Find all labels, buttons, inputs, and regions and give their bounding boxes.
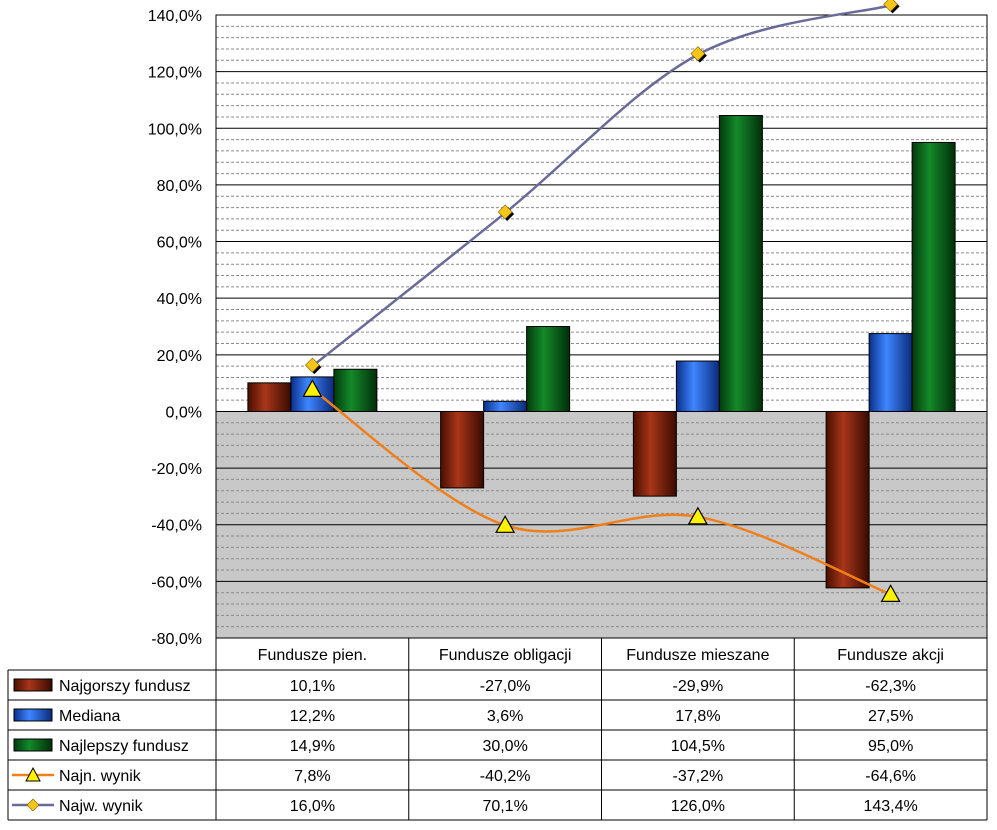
bar — [868, 333, 913, 412]
series-name: Mediana — [59, 708, 120, 725]
diamond-marker — [304, 357, 320, 373]
data-table-value: 27,5% — [868, 708, 913, 725]
data-table-value: -62,3% — [865, 678, 916, 695]
y-tick-label: -20,0% — [151, 461, 202, 478]
category-label: Fundusze obligacji — [439, 647, 572, 664]
series-name: Najlepszy fundusz — [59, 738, 189, 755]
triangle-marker — [687, 506, 708, 525]
data-table-value: 126,0% — [671, 798, 725, 815]
data-table-value: 3,6% — [487, 708, 523, 725]
y-tick-label: 0,0% — [166, 404, 202, 421]
data-table-value: 14,9% — [290, 738, 335, 755]
bar-series — [247, 115, 956, 589]
data-table-value: -29,9% — [673, 678, 724, 695]
data-table-value: -37,2% — [673, 768, 724, 785]
series-name: Najgorszy fundusz — [59, 678, 191, 695]
data-table-value: 95,0% — [868, 738, 913, 755]
data-table-value: -64,6% — [865, 768, 916, 785]
triangle-marker — [302, 379, 323, 397]
legend-key-marker — [25, 766, 41, 782]
y-tick-label: -80,0% — [151, 631, 202, 648]
bar — [718, 115, 763, 412]
category-label: Fundusze mieszane — [626, 647, 769, 664]
line-series — [302, 0, 901, 602]
diamond-marker — [497, 204, 513, 220]
data-table-value: -40,2% — [480, 768, 531, 785]
bar — [333, 368, 378, 412]
bar — [526, 326, 571, 412]
data-table-value: 16,0% — [290, 798, 335, 815]
bar — [483, 400, 528, 412]
y-tick-label: 100,0% — [148, 121, 202, 138]
category-label: Fundusze pien. — [258, 647, 367, 664]
y-tick-label: -60,0% — [151, 574, 202, 591]
series-line — [311, 388, 892, 596]
legend-key-marker — [26, 798, 40, 812]
plot-area-upper — [216, 15, 987, 412]
bar — [825, 410, 870, 589]
data-table-value: 30,0% — [482, 738, 527, 755]
legend-key — [13, 708, 53, 722]
data-table-value: 17,8% — [675, 708, 720, 725]
data-table-value: 10,1% — [290, 678, 335, 695]
data-table-value: -27,0% — [480, 678, 531, 695]
series-line — [311, 4, 891, 368]
y-tick-label: 40,0% — [157, 291, 202, 308]
bar — [247, 382, 292, 412]
data-table-value: 12,2% — [290, 708, 335, 725]
y-axis: -80,0% -60,0% -40,0% -20,0% 0,0% 20,0% 40,0% 60… — [148, 8, 202, 648]
triangle-marker — [495, 515, 516, 533]
legend-key — [13, 678, 53, 692]
bar — [632, 410, 677, 497]
data-table-value: 104,5% — [671, 738, 725, 755]
triangle-marker — [880, 584, 901, 602]
series-name: Najn. wynik — [59, 768, 142, 785]
legend-key — [13, 738, 53, 752]
plot-background — [216, 15, 987, 638]
data-table-value: 143,4% — [863, 798, 917, 815]
diamond-marker — [690, 46, 706, 62]
diamond-marker — [883, 0, 899, 12]
bar — [911, 141, 956, 412]
y-tick-label: 140,0% — [148, 8, 202, 25]
data-table-value: 70,1% — [482, 798, 527, 815]
y-tick-label: 80,0% — [157, 178, 202, 195]
bar — [440, 410, 485, 489]
y-tick-label: -40,0% — [151, 518, 202, 535]
y-tick-label: 20,0% — [157, 348, 202, 365]
bar — [675, 360, 720, 412]
category-label: Fundusze akcji — [837, 647, 944, 664]
data-table-value: 7,8% — [294, 768, 330, 785]
data-table: Fundusze pien. Fundusze obligacji Fundusze… — [7, 637, 988, 821]
y-tick-label: 120,0% — [148, 65, 202, 82]
y-tick-label: 60,0% — [157, 235, 202, 252]
series-name: Najw. wynik — [59, 798, 144, 815]
